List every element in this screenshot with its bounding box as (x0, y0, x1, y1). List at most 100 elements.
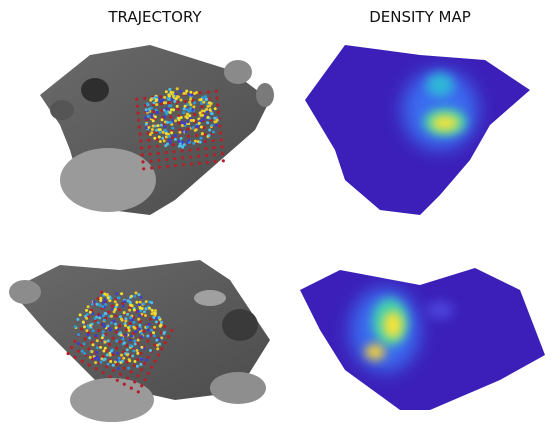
point (159, 323, 163, 327)
point (122, 311, 126, 315)
point (95, 302, 99, 306)
point (203, 114, 207, 118)
point (179, 136, 183, 140)
point (164, 111, 168, 115)
point (140, 153, 144, 157)
point (173, 99, 177, 103)
point (143, 378, 147, 382)
point (171, 126, 175, 130)
point (132, 364, 136, 368)
point (198, 91, 202, 95)
point (116, 296, 120, 300)
point (153, 309, 157, 313)
point (110, 304, 114, 308)
point (101, 333, 105, 337)
point (200, 132, 204, 135)
point (120, 359, 124, 363)
point (112, 319, 116, 323)
point (101, 371, 105, 375)
point (137, 317, 141, 321)
point (195, 133, 199, 137)
point (93, 317, 97, 320)
point (140, 146, 144, 150)
point (145, 102, 149, 106)
point (158, 100, 162, 103)
point (171, 136, 175, 140)
point (163, 128, 167, 132)
point (105, 365, 109, 369)
point (206, 121, 210, 125)
point (146, 328, 150, 332)
point (125, 328, 129, 332)
point (124, 324, 127, 328)
point (189, 106, 192, 110)
point (192, 112, 197, 117)
point (135, 104, 139, 108)
point (163, 115, 167, 119)
point (147, 138, 151, 142)
point (155, 103, 159, 107)
point (196, 147, 200, 151)
point (152, 334, 156, 338)
point (176, 107, 180, 111)
point (179, 89, 183, 93)
point (139, 362, 143, 366)
point (143, 96, 147, 100)
point (127, 329, 131, 333)
point (197, 161, 201, 165)
point (187, 134, 191, 138)
point (120, 292, 124, 296)
point (185, 89, 189, 93)
point (208, 104, 212, 108)
point (69, 345, 74, 349)
point (133, 326, 137, 330)
point (160, 320, 163, 324)
point (171, 143, 175, 147)
point (124, 333, 128, 337)
point (100, 336, 104, 340)
point (137, 125, 142, 129)
point (136, 390, 140, 394)
point (215, 118, 219, 122)
point (168, 87, 172, 91)
point (82, 342, 86, 346)
point (192, 105, 196, 109)
point (111, 336, 115, 340)
point (182, 143, 186, 147)
point (93, 356, 97, 360)
point (103, 346, 107, 350)
point (202, 126, 206, 130)
point (164, 135, 168, 139)
point (88, 355, 92, 359)
point (202, 118, 206, 121)
point (151, 119, 155, 123)
point (127, 366, 130, 370)
point (185, 116, 189, 120)
point (152, 315, 156, 319)
point (138, 300, 142, 304)
point (187, 109, 191, 113)
point (150, 328, 154, 332)
point (156, 347, 160, 351)
point (210, 112, 214, 116)
point (126, 376, 130, 380)
point (203, 95, 207, 99)
point (117, 332, 121, 336)
point (206, 115, 210, 119)
point (85, 316, 89, 320)
point (115, 292, 119, 296)
point (136, 374, 140, 378)
density-bottom (300, 268, 545, 410)
point (140, 357, 143, 361)
point (121, 302, 125, 306)
point (136, 338, 140, 342)
point (106, 362, 110, 366)
point (128, 338, 132, 342)
point (133, 380, 137, 384)
point (99, 296, 103, 300)
point (199, 125, 203, 129)
point (101, 314, 105, 318)
point (188, 140, 191, 144)
point (114, 330, 118, 334)
